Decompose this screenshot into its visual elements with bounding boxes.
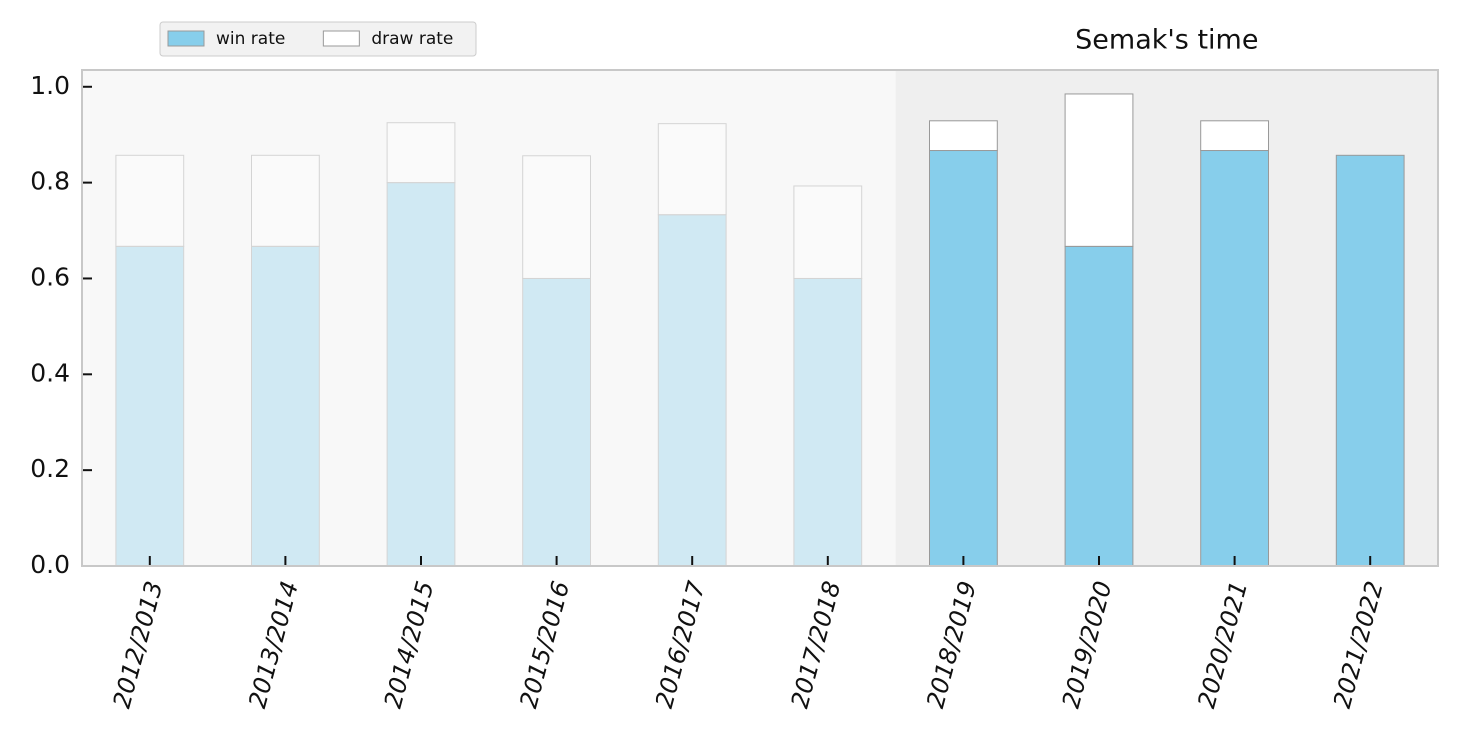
x-tick-label: 2014/2015 — [379, 578, 440, 711]
legend-label: draw rate — [371, 29, 453, 49]
x-tick-label: 2020/2021 — [1192, 578, 1253, 711]
x-tick-label: 2013/2014 — [243, 578, 304, 711]
plot-frame — [81, 69, 1439, 567]
bar-segment — [115, 154, 185, 247]
bar-segment — [793, 277, 863, 567]
bar-segment — [1064, 93, 1134, 247]
bar-segment — [1200, 150, 1269, 567]
legend-swatch — [322, 30, 360, 47]
bar-segment — [1335, 154, 1405, 567]
bar-segment — [115, 245, 185, 567]
bar-segment — [657, 123, 727, 216]
x-tick-label: 2018/2019 — [921, 578, 982, 711]
bar-segment — [793, 185, 863, 279]
bar-segment — [386, 182, 456, 567]
x-tick-label: 2019/2020 — [1057, 578, 1118, 711]
bar-segment — [251, 154, 320, 247]
y-tick-label: 0.2 — [30, 454, 70, 483]
bar-segment — [522, 155, 592, 279]
x-tick-label: 2021/2022 — [1328, 578, 1389, 711]
plot-background — [82, 70, 896, 566]
y-tick-label: 0.6 — [30, 262, 70, 291]
bar-segment — [1200, 120, 1269, 152]
legend-label: win rate — [216, 29, 285, 49]
y-tick-label: 0.0 — [30, 550, 70, 579]
bar-segment — [929, 150, 998, 567]
legend-swatch — [167, 30, 205, 47]
annotation: Semak's time — [1075, 25, 1258, 56]
x-tick-label: 2016/2017 — [650, 577, 711, 711]
bar-segment — [251, 245, 320, 567]
x-tick-label: 2017/2018 — [786, 578, 847, 711]
bar-segment — [929, 120, 998, 152]
bar-segment — [657, 214, 727, 567]
x-tick-label: 2015/2016 — [514, 578, 575, 711]
y-tick-label: 0.8 — [30, 167, 70, 196]
y-tick-label: 1.0 — [30, 71, 70, 100]
bar-segment — [1064, 245, 1134, 567]
bar-segment — [386, 122, 456, 184]
legend: win rate draw rate — [159, 21, 477, 57]
y-tick-label: 0.4 — [30, 358, 70, 387]
bar-segment — [522, 277, 592, 567]
legend-frame — [159, 21, 477, 57]
x-tick-label: 2012/2013 — [108, 578, 169, 711]
